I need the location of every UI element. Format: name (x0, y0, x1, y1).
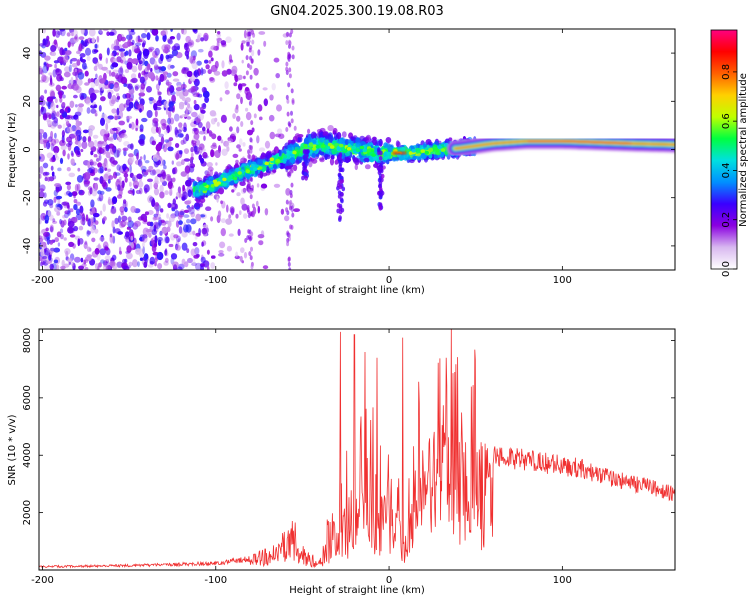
spectrogram-ytick-label: -20 (22, 190, 33, 206)
spectrogram-xtick-label: 0 (386, 275, 392, 286)
spectrogram-xtick-label: -100 (204, 275, 227, 286)
snr-ytick-label: 8000 (22, 328, 33, 353)
snr-panel: -200 -100 0 100 2000 4000 6000 8000 Height of … (7, 328, 676, 596)
snr-xtick-label: -200 (31, 575, 54, 586)
colorbar-tick-label: 0.0 (721, 261, 732, 277)
spectrogram-ytick-label: -40 (22, 238, 33, 254)
snr-ylabel: SNR (10 * v/v) (7, 414, 18, 485)
spectrogram-ytick-label: 20 (22, 95, 33, 108)
snr-series-line (39, 329, 675, 569)
colorbar-tick-label: 0.4 (721, 162, 732, 178)
spectrogram-band (192, 125, 479, 222)
chart-title: GN04.2025.300.19.08.R03 (270, 4, 444, 19)
spectrogram-xlabel: Height of straight line (km) (289, 285, 425, 296)
snr-ytick-label: 6000 (22, 385, 33, 410)
snr-xtick-label: 100 (553, 575, 572, 586)
colorbar-tick-label: 0.6 (721, 113, 732, 129)
colorbar: 0.0 0.2 0.4 0.6 0.8 Normalized spectral ampl… (710, 29, 749, 277)
colorbar-gradient (710, 29, 738, 270)
spectrogram-xtick-label: 100 (553, 275, 572, 286)
snr-xlabel: Height of straight line (km) (289, 585, 425, 596)
spectrogram-noise (39, 29, 302, 270)
snr-ytick-label: 2000 (22, 500, 33, 525)
snr-frame (38, 328, 676, 571)
snr-xtick-label: -100 (204, 575, 227, 586)
spectrogram-ylabel: Frequency (Hz) (7, 112, 18, 188)
spectrogram-tail (392, 133, 675, 157)
spectrogram-ytick-label: 0 (22, 146, 33, 152)
colorbar-tick-label: 0.8 (721, 64, 732, 80)
colorbar-tick-label: 0.2 (721, 212, 732, 228)
colorbar-label: Normalized spectral amplitude (738, 73, 749, 227)
snr-ytick-label: 4000 (22, 443, 33, 468)
snr-xtick-label: 0 (386, 575, 392, 586)
spectrogram-xtick-label: -200 (31, 275, 54, 286)
spectrogram-ytick-label: 40 (22, 47, 33, 60)
